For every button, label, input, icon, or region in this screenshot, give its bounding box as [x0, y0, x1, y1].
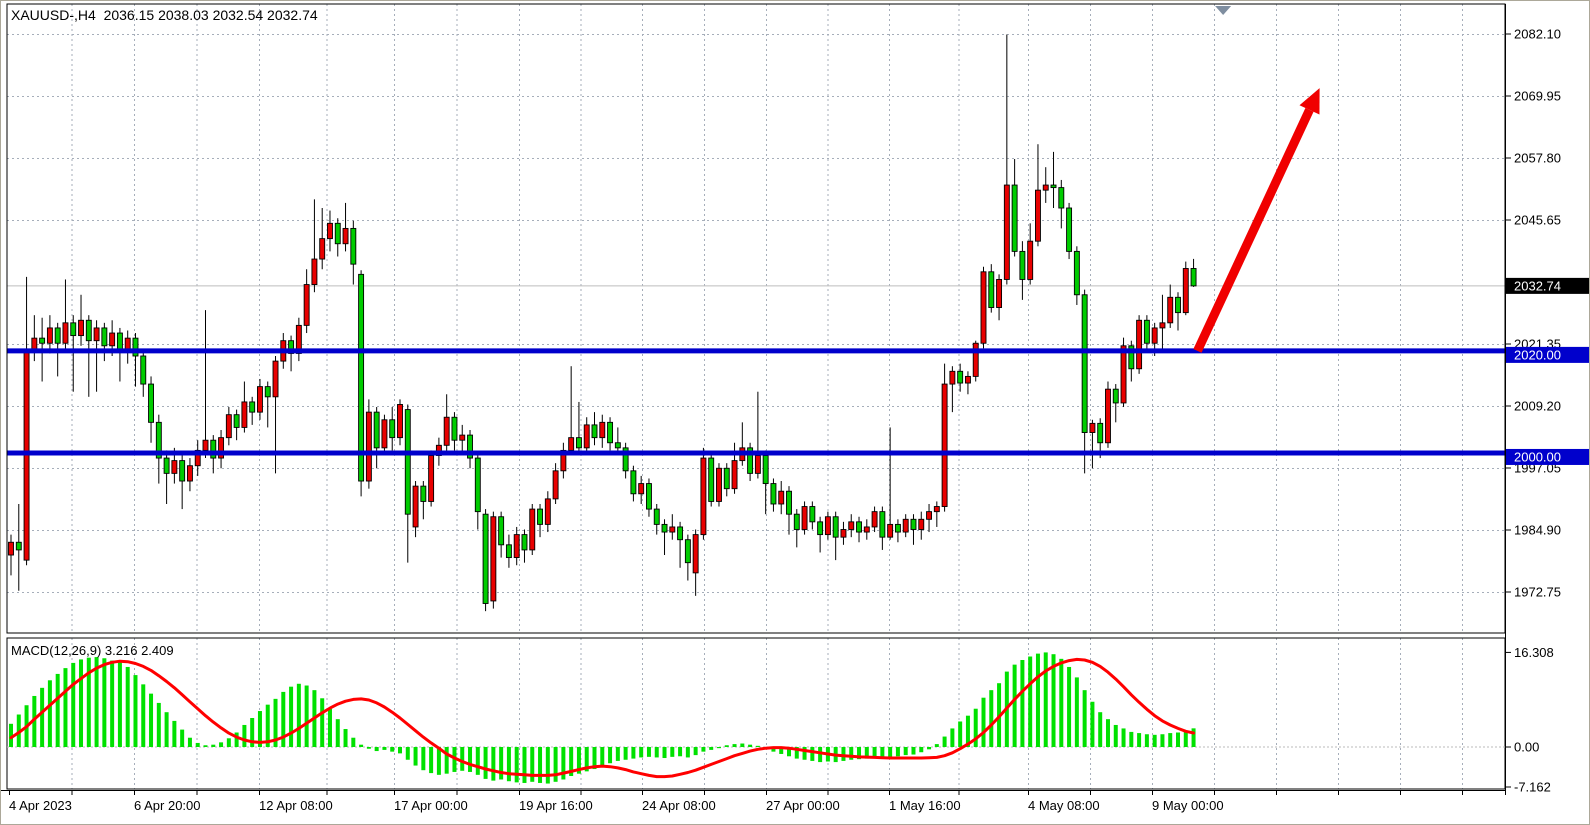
- price-tag-current: 2032.74: [1506, 277, 1589, 294]
- price-tick-label: 1984.90: [1514, 523, 1561, 538]
- time-tick-label: 4 May 08:00: [1028, 798, 1100, 813]
- price-tag-level: 2000.00: [1506, 448, 1589, 465]
- macd-signal-line: [9, 657, 1196, 779]
- price-tick-label: 2009.20: [1514, 399, 1561, 414]
- price-axis[interactable]: 2082.102069.952057.802045.652021.352009.…: [1505, 1, 1590, 825]
- trend-arrow[interactable]: [1193, 88, 1320, 353]
- time-tick-label: 24 Apr 08:00: [642, 798, 716, 813]
- time-tick-label: 19 Apr 16:00: [519, 798, 593, 813]
- price-tick-label: 1972.75: [1514, 585, 1561, 600]
- svg-text:2020.00: 2020.00: [1514, 347, 1561, 362]
- macd-tick-label: -7.162: [1514, 780, 1551, 795]
- time-tick-label: 27 Apr 00:00: [766, 798, 840, 813]
- macd-tick-label: 16.308: [1514, 645, 1554, 660]
- svg-text:2000.00: 2000.00: [1514, 449, 1561, 464]
- price-tick-label: 2069.95: [1514, 89, 1561, 104]
- macd-tick-label: 0.00: [1514, 740, 1539, 755]
- time-tick-label: 4 Apr 2023: [9, 798, 72, 813]
- price-tick-label: 2057.80: [1514, 151, 1561, 166]
- time-tick-label: 12 Apr 08:00: [259, 798, 333, 813]
- panel-borders: [6, 3, 1506, 795]
- svg-text:2032.74: 2032.74: [1514, 278, 1561, 293]
- price-tick-label: 2045.65: [1514, 213, 1561, 228]
- time-tick-label: 17 Apr 00:00: [394, 798, 468, 813]
- time-tick-label: 1 May 16:00: [889, 798, 961, 813]
- price-tick-label: 2082.10: [1514, 27, 1561, 42]
- time-tick-label: 9 May 00:00: [1152, 798, 1224, 813]
- time-axis[interactable]: 4 Apr 2023 6 Apr 20:00 12 Apr 08:00 17 Apr …: [1, 790, 1505, 814]
- grid-layer: [7, 4, 1505, 789]
- time-tick-label: 6 Apr 20:00: [134, 798, 201, 813]
- candles-layer[interactable]: [8, 34, 1197, 612]
- price-tag-level: 2020.00: [1506, 346, 1589, 363]
- macd-indicator[interactable]: [7, 652, 1505, 784]
- chart-shift-marker-icon: [1215, 6, 1232, 15]
